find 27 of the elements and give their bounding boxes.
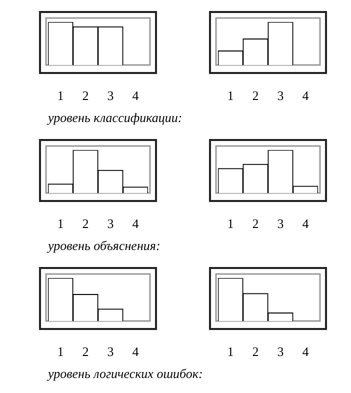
x-tick-label: 1	[57, 344, 64, 360]
x-tick-label: 1	[57, 216, 64, 232]
x-tick-label: 2	[82, 216, 89, 232]
x-tick-label: 4	[132, 88, 140, 104]
x-tick-label: 1	[227, 216, 234, 232]
x-tick-label: 2	[82, 344, 89, 360]
x-tick-label: 3	[107, 216, 114, 232]
x-tick-label: 3	[107, 88, 114, 104]
x-tick-label: 3	[107, 344, 114, 360]
x-tick-label: 1	[57, 88, 64, 104]
x-tick-label: 3	[277, 88, 284, 104]
x-tick-label: 2	[252, 344, 259, 360]
x-tick-label: 2	[82, 88, 89, 104]
text: уровень объяснения:	[48, 238, 160, 254]
x-tick-label: 4	[132, 216, 140, 232]
x-tick-label: 1	[227, 88, 234, 104]
x-tick-label: 4	[302, 216, 310, 232]
x-tick-label: 2	[252, 216, 259, 232]
x-tick-label: 3	[277, 216, 284, 232]
x-tick-label: 2	[252, 88, 259, 104]
x-tick-label: 4	[302, 344, 310, 360]
text: уровень классификации:	[48, 110, 182, 126]
text: уровень логических ошибок:	[48, 366, 203, 382]
x-tick-label: 3	[277, 344, 284, 360]
x-tick-label: 1	[227, 344, 234, 360]
x-tick-label: 4	[132, 344, 140, 360]
x-tick-label: 4	[302, 88, 310, 104]
